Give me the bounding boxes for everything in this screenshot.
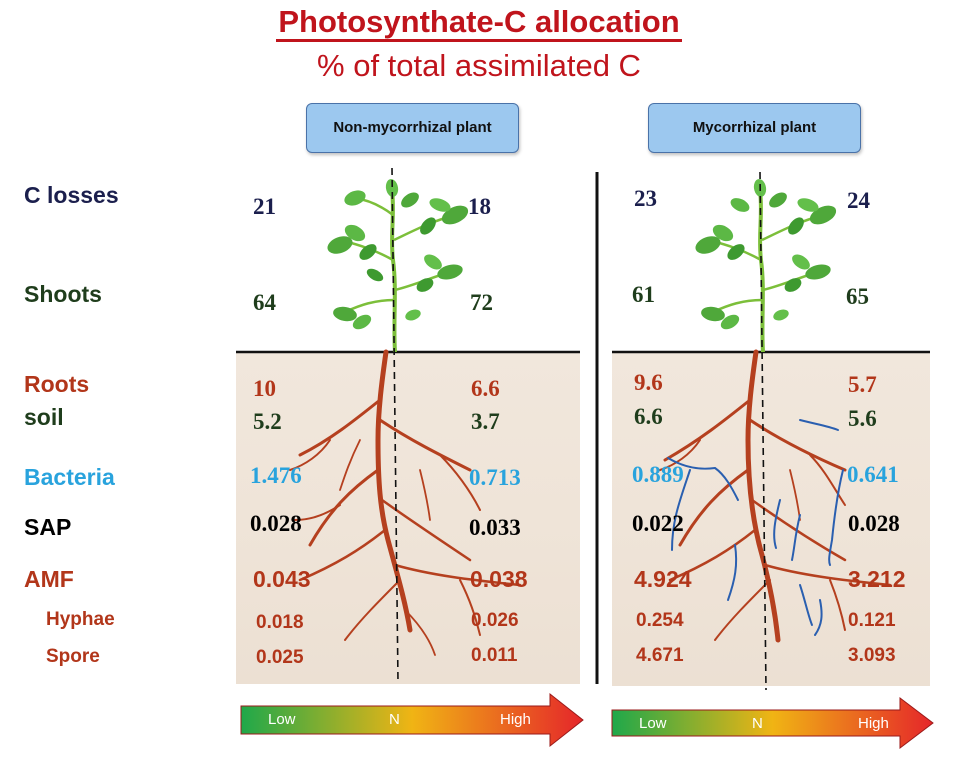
nm-right-spore: 0.011 [471,645,518,666]
label-bacteria: Bacteria [24,464,115,490]
gradient-arrow-right [611,696,934,750]
scale-low-left: Low [268,711,296,728]
m-right-soil: 5.6 [848,406,877,431]
scale-low-right: Low [639,715,667,732]
m-right-amf: 3.212 [848,566,906,592]
hyphae-network [667,419,844,636]
m-right-spore: 3.093 [848,645,896,666]
m-right-bacteria: 0.641 [847,462,899,487]
nm-left-sap: 0.028 [250,511,302,536]
label-sap: SAP [24,514,72,540]
nm-right-hyphae: 0.026 [471,610,519,631]
center-dashed-line-left [391,167,399,683]
m-left-soil: 6.6 [634,404,663,429]
gradient-arrow-left [240,692,584,748]
non-mycorrhizal-header: Non-mycorrhizal plant [306,103,519,153]
m-right-hyphae: 0.121 [848,610,896,631]
m-left-c-losses: 23 [634,186,657,211]
m-right-roots: 5.7 [848,372,877,397]
nm-left-hyphae: 0.018 [256,612,304,633]
nm-right-amf: 0.038 [470,566,528,592]
scale-mid-left: N [389,711,400,728]
diagram-title: Photosynthate-C allocation [0,2,958,42]
m-left-hyphae: 0.254 [636,610,684,631]
label-shoots: Shoots [24,281,102,307]
nm-right-roots: 6.6 [471,376,500,401]
label-spore: Spore [46,646,100,667]
nm-right-soil: 3.7 [471,409,500,434]
nm-right-shoots: 72 [470,290,493,315]
scale-high-left: High [500,711,531,728]
m-left-amf: 4.924 [634,566,692,592]
diagram-subtitle: % of total assimilated C [317,48,641,83]
scale-mid-right: N [752,715,763,732]
root-system-right [659,349,892,643]
m-right-sap: 0.028 [848,511,900,536]
nm-left-spore: 0.025 [256,647,304,668]
title-text: Photosynthate-C allocation [276,4,682,42]
nm-left-c-losses: 21 [253,194,276,219]
m-left-bacteria: 0.889 [632,462,684,487]
nm-left-shoots: 64 [253,290,276,315]
root-system-left [289,349,522,656]
nm-right-sap: 0.033 [469,515,521,540]
label-roots: Roots [24,371,90,397]
m-left-sap: 0.022 [632,511,684,536]
label-amf: AMF [24,566,74,592]
nm-right-bacteria: 0.713 [469,465,521,490]
plant-shoot-left [327,179,469,353]
mycorrhizal-header: Mycorrhizal plant [648,103,861,153]
m-right-shoots: 65 [846,284,869,309]
nm-left-amf: 0.043 [253,566,311,592]
label-soil: soil [24,404,64,430]
scale-high-right: High [858,715,889,732]
plant-shoot-right [695,179,837,353]
nm-left-bacteria: 1.476 [250,463,302,488]
nm-left-soil: 5.2 [253,409,282,434]
nm-left-roots: 10 [253,376,276,401]
label-c-losses: C losses [24,182,119,208]
m-left-spore: 4.671 [636,645,684,666]
center-dashed-line-right [759,171,767,691]
nm-right-c-losses: 18 [468,194,491,219]
label-hyphae: Hyphae [46,609,115,630]
m-right-c-losses: 24 [847,188,870,213]
soil-panel-mycorrhizal [612,352,930,686]
m-left-shoots: 61 [632,282,655,307]
m-left-roots: 9.6 [634,370,663,395]
